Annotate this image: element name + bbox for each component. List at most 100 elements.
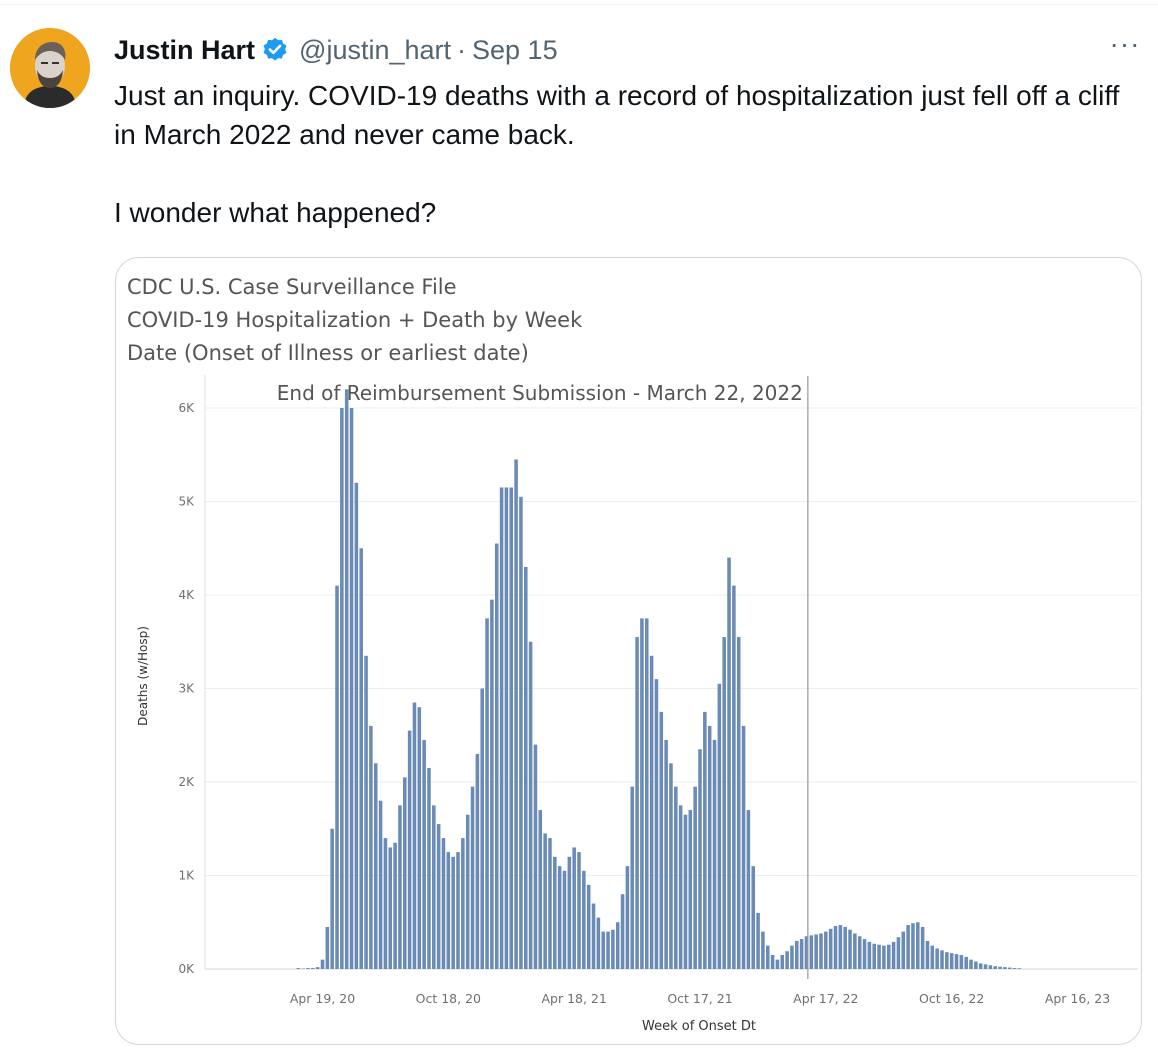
chart-bar <box>567 856 572 969</box>
chart-bar <box>644 618 649 970</box>
chart-bar <box>824 931 828 969</box>
chart-bar <box>741 725 746 969</box>
chart-bar <box>828 928 833 969</box>
chart-bar <box>519 496 523 969</box>
chart-bar <box>751 866 756 969</box>
chart-bar <box>770 954 775 969</box>
chart-bar <box>407 730 412 969</box>
author-avatar[interactable] <box>10 28 90 108</box>
x-tick-label: Oct 16, 22 <box>919 991 984 1006</box>
covid-deaths-bar-chart: CDC U.S. Case Surveillance File COVID-19… <box>127 275 1138 1034</box>
chart-bar <box>746 810 751 969</box>
y-tick-label: 1K <box>178 869 195 883</box>
chart-bar <box>707 725 712 969</box>
chart-bar <box>635 637 639 969</box>
chart-bar <box>403 777 407 969</box>
chart-bar <box>688 810 693 969</box>
chart-bar <box>335 585 339 969</box>
chart-bar <box>591 903 596 969</box>
chart-bar <box>456 852 460 970</box>
chart-bar <box>683 814 688 969</box>
chart-bar <box>795 940 799 969</box>
chart-bar <box>780 954 785 969</box>
tweet-header: Justin Hart @justin_hart · Sep 15 <box>114 30 558 70</box>
chart-bar <box>978 963 983 969</box>
chart-bar <box>461 838 465 969</box>
chart-bar <box>693 786 697 969</box>
tweet-text-paragraph: Just an inquiry. COVID-19 deaths with a … <box>114 80 1120 150</box>
author-handle[interactable]: @justin_hart <box>299 34 452 65</box>
x-tick-label: Apr 16, 23 <box>1045 991 1110 1006</box>
chart-bar <box>475 753 480 969</box>
chart-bar <box>606 931 610 969</box>
chart-bar <box>867 941 872 969</box>
chart-bar <box>983 964 988 969</box>
chart-bar <box>833 925 838 969</box>
y-tick-label: 4K <box>178 588 195 602</box>
chart-bar <box>470 786 475 969</box>
chart-bar <box>736 637 741 969</box>
chart-bar <box>373 763 378 969</box>
x-axis-title: Week of Onset Dt <box>642 1019 756 1034</box>
chart-bar <box>959 954 964 969</box>
tweet-date[interactable]: Sep 15 <box>472 34 558 65</box>
timeline-divider <box>0 4 1158 5</box>
chart-bar <box>659 711 664 970</box>
chart-bar <box>383 838 388 969</box>
chart-bar <box>756 912 760 969</box>
chart-bar <box>804 936 809 969</box>
author-name[interactable]: Justin Hart <box>114 34 256 65</box>
verified-badge-icon[interactable] <box>261 36 289 64</box>
y-tick-label: 5K <box>178 495 195 509</box>
chart-bar <box>524 566 528 969</box>
chart-bar <box>306 968 310 969</box>
chart-bar <box>993 966 997 969</box>
avatar-portrait-icon <box>10 28 90 108</box>
chart-bar <box>330 828 334 969</box>
chart-bar <box>378 800 383 969</box>
chart-bar <box>988 965 993 969</box>
chart-bar <box>369 725 373 969</box>
more-options-icon[interactable]: ··· <box>1109 28 1141 59</box>
chart-bar <box>465 814 470 969</box>
chart-bar <box>557 866 562 969</box>
chart-bar <box>925 940 930 969</box>
chart-bar <box>877 944 881 969</box>
chart-bar <box>620 894 625 969</box>
chart-bar <box>862 939 867 969</box>
chart-bar <box>499 487 504 969</box>
chart-bar <box>1003 967 1007 969</box>
chart-bar <box>717 683 722 969</box>
chart-bar <box>857 936 862 969</box>
chart-bar <box>582 870 586 969</box>
chart-bar <box>427 767 431 969</box>
chart-image-card[interactable]: CDC U.S. Case Surveillance File COVID-19… <box>115 257 1142 1045</box>
chart-bar <box>935 948 939 969</box>
chart-bar <box>843 926 847 969</box>
chart-bar <box>969 959 973 969</box>
chart-bar <box>296 968 301 969</box>
chart-bar <box>325 926 330 969</box>
chart-bar <box>654 679 659 969</box>
chart-bar <box>412 702 417 969</box>
chart-bar <box>441 838 446 969</box>
chart-bar <box>548 838 552 969</box>
chart-bar <box>553 856 557 969</box>
chart-bar <box>480 688 484 969</box>
chart-bar <box>945 952 949 969</box>
chart-bar <box>611 929 615 969</box>
chart-bar <box>528 641 533 969</box>
chart-bar <box>311 968 315 969</box>
chart-bar <box>669 763 673 969</box>
chart-bar <box>649 655 654 969</box>
chart-bar <box>664 739 668 969</box>
annotation-label: End of Reimbursement Submission - March … <box>277 381 803 405</box>
chart-bar <box>509 487 514 969</box>
chart-bar <box>340 408 344 969</box>
chart-bar <box>1017 968 1022 969</box>
y-tick-label: 0K <box>178 962 195 976</box>
chart-bar <box>572 847 576 969</box>
chart-bar <box>848 929 852 969</box>
chart-bar <box>494 543 499 969</box>
chart-bar <box>838 925 843 969</box>
